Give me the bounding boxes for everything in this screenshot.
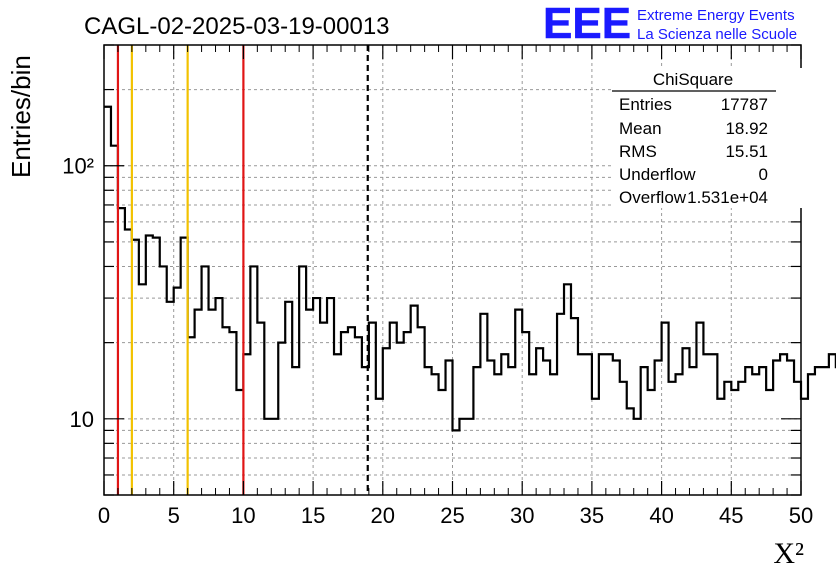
histogram-bin [550,374,557,495]
histogram-bin [815,367,822,495]
histogram-bin [411,306,418,495]
histogram-bin [104,107,111,495]
histogram-bin [404,332,411,495]
histogram-bin [425,367,432,495]
stats-label: Mean [619,119,662,138]
histogram-line [104,105,836,432]
stats-value: 15.51 [725,142,768,161]
histogram-bin [494,374,501,495]
histogram-bin [174,288,181,495]
y-tick-label: 10² [62,154,94,179]
histogram-bin [306,310,313,495]
stats-label: RMS [619,142,657,161]
x-tick-label: 50 [789,503,813,528]
logo-subtitle-2: La Scienza nelle Scuole [637,26,797,43]
histogram-bin [439,390,446,495]
histogram-bin [222,327,229,495]
histogram-bin [334,354,341,495]
stats-label: Entries [619,95,672,114]
histogram-bin [313,298,320,495]
axis-ticks: 0 5 10 15 20 25 30 35 40 45 50 10 10² [62,44,813,528]
x-tick-label: 30 [510,503,534,528]
histogram-bin [627,408,634,495]
stats-value: 17787 [721,95,768,114]
histogram-bin [717,399,724,495]
eee-logo: EEE [543,0,631,48]
logo-subtitle-1: Extreme Energy Events [637,7,795,24]
chart-title: CAGL-02-2025-03-19-00013 [84,13,390,40]
x-tick-label: 15 [301,503,325,528]
x-tick-label: 20 [371,503,395,528]
stats-value: 0 [759,165,768,184]
histogram-series [104,105,836,495]
histogram-bin [529,374,536,495]
histogram-bin [292,367,299,495]
histogram-bin [453,430,460,495]
histogram-bin [320,323,327,495]
histogram-bin [508,367,515,495]
histogram-bin [606,354,613,495]
histogram-bin [822,367,829,495]
stats-label: Overflow [619,188,687,207]
histogram-bin [689,367,696,495]
histogram-bin [801,399,808,495]
reference-lines [116,45,369,495]
histogram-bin [829,354,836,495]
x-axis-label: X² [773,537,804,570]
histogram-bin [153,238,160,495]
y-tick-label: 10 [70,407,94,432]
histogram-bin [676,374,683,495]
histogram-bin [592,399,599,495]
y-axis-label: Entries/bin [6,55,36,178]
stats-value: 18.92 [725,119,768,138]
histogram-bin [780,354,787,495]
x-tick-label: 5 [168,503,180,528]
histogram-bin [167,302,174,495]
x-tick-label: 0 [98,503,110,528]
histogram-bin [766,390,773,495]
x-tick-label: 25 [440,503,464,528]
histogram-bin [648,390,655,495]
x-tick-label: 35 [580,503,604,528]
x-tick-label: 10 [231,503,255,528]
histogram-bin [752,374,759,495]
histogram-bin [578,354,585,495]
histogram-bin [703,354,710,495]
histogram-bin [669,382,676,495]
plot-frame [103,44,802,496]
histogram-bin [209,310,216,495]
histogram-bin [745,367,752,495]
histogram-bin [731,390,738,495]
histogram-bin [376,399,383,495]
stats-box: ChiSquare Entries 17787 Mean 18.92 RMS 1… [612,68,802,208]
stats-title: ChiSquare [653,70,733,89]
histogram-bin [432,374,439,495]
stats-value: 1.531e+04 [687,188,768,207]
histogram-bin [139,284,146,495]
x-tick-label: 45 [719,503,743,528]
histogram-bin [348,327,355,495]
histogram-bin [341,332,348,495]
histogram-bin [738,382,745,495]
x-tick-label: 40 [649,503,673,528]
stats-label: Underflow [619,165,696,184]
